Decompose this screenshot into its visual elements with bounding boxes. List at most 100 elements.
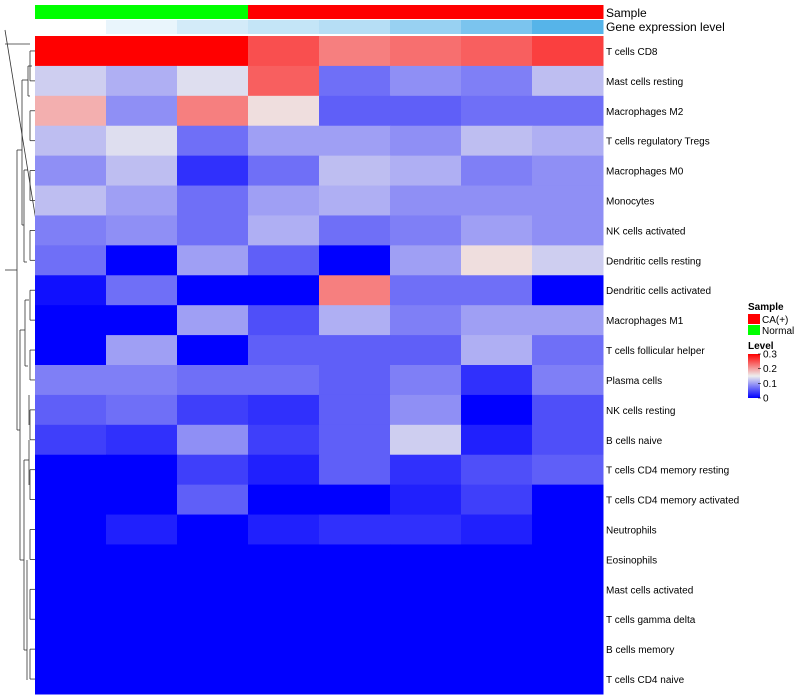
row-label: B cells memory: [606, 645, 674, 656]
sample-annotation-cell: [35, 5, 107, 19]
heatmap-cell: [461, 604, 533, 635]
row-label: Macrophages M2: [606, 107, 684, 118]
expression-annotation-cell: [390, 20, 462, 34]
heatmap-cell: [248, 634, 320, 665]
heatmap-cell: [177, 424, 249, 456]
heatmap-cell: [35, 484, 107, 516]
heatmap-cell: [177, 65, 249, 97]
heatmap-cell: [532, 574, 604, 605]
heatmap-cell: [532, 95, 604, 127]
expression-annotation-cell: [35, 20, 107, 34]
heatmap-cell: [461, 95, 533, 127]
legend-swatch-normal: [748, 325, 760, 335]
heatmap-cell: [461, 125, 533, 157]
heatmap-cell: [177, 514, 249, 545]
expression-annotation-cell: [248, 20, 320, 34]
heatmap-cell: [248, 574, 320, 605]
heatmap-cell: [390, 424, 462, 456]
sample-annotation-cell: [319, 5, 391, 19]
heatmap-cell: [35, 215, 107, 246]
heatmap-cell: [106, 335, 178, 366]
heatmap-cell: [177, 95, 249, 127]
heatmap-cell: [390, 484, 462, 516]
heatmap-cell: [106, 36, 178, 67]
heatmap-cell: [248, 394, 320, 426]
row-label: NK cells activated: [606, 226, 685, 237]
heatmap-cell: [390, 365, 462, 396]
heatmap-cell: [35, 664, 107, 695]
row-label: Eosinophils: [606, 555, 657, 566]
heatmap-cell: [177, 634, 249, 665]
heatmap-cell: [532, 424, 604, 456]
heatmap-cell: [177, 125, 249, 157]
heatmap-cell: [106, 544, 178, 575]
heatmap-cell: [35, 514, 107, 545]
sample-annotation-cell: [390, 5, 462, 19]
heatmap-cell: [461, 245, 533, 276]
heatmap-cell: [248, 424, 320, 456]
heatmap-cell: [248, 365, 320, 396]
heatmap-cell: [106, 305, 178, 336]
level-tick-label: 0: [763, 394, 769, 405]
heatmap-cell: [390, 125, 462, 157]
heatmap-cell: [106, 65, 178, 97]
heatmap-cell: [461, 664, 533, 695]
heatmap-cell: [177, 335, 249, 366]
sample-annotation-bar: [35, 5, 604, 19]
heatmap-cell: [177, 36, 249, 67]
heatmap-cell: [319, 604, 391, 635]
heatmap-cell: [106, 95, 178, 127]
heatmap-cell: [248, 664, 320, 695]
heatmap-cell: [106, 215, 178, 246]
heatmap-cell: [532, 394, 604, 426]
heatmap-cell: [106, 275, 178, 306]
row-label: T cells follicular helper: [606, 346, 705, 357]
sample-annotation-cell: [106, 5, 178, 19]
heatmap-cell: [35, 604, 107, 635]
heatmap-cell: [248, 514, 320, 545]
row-label: Macrophages M1: [606, 316, 684, 327]
heatmap-cell: [319, 664, 391, 695]
heatmap-cell: [35, 634, 107, 665]
level-legend-title: Level: [748, 341, 774, 352]
legend-label-normal: Normal: [762, 326, 794, 337]
heatmap-cell: [35, 245, 107, 276]
heatmap-cell: [532, 634, 604, 665]
heatmap-cell: [248, 65, 320, 97]
heatmap-cell: [177, 365, 249, 396]
heatmap-cell: [532, 514, 604, 545]
expression-annotation-cell: [319, 20, 391, 34]
heatmap-cell: [248, 305, 320, 336]
heatmap-cell: [35, 65, 107, 97]
heatmap-cell: [35, 36, 107, 67]
level-legend: Level 0.3 0.2 0.1 0: [748, 341, 777, 405]
heatmap-cell: [35, 424, 107, 456]
sample-legend: Sample CA(+) Normal: [748, 302, 794, 337]
row-label: T cells CD8: [606, 47, 658, 58]
heatmap-cell: [390, 245, 462, 276]
row-label: Neutrophils: [606, 526, 657, 537]
heatmap-cell: [390, 574, 462, 605]
heatmap-cell: [319, 484, 391, 516]
heatmap-cell: [106, 664, 178, 695]
heatmap-cell: [248, 484, 320, 516]
heatmap-cell: [319, 95, 391, 127]
heatmap-cell: [461, 335, 533, 366]
heatmap-cell: [461, 544, 533, 575]
heatmap-cell: [319, 65, 391, 97]
heatmap-cell: [35, 335, 107, 366]
heatmap-cell: [177, 454, 249, 486]
sample-annotation-cell: [532, 5, 604, 19]
heatmap-cell: [532, 185, 604, 216]
heatmap-cell: [319, 394, 391, 426]
heatmap-cell: [319, 215, 391, 246]
heatmap-cell: [532, 305, 604, 336]
heatmap-cell: [461, 185, 533, 216]
heatmap-cell: [177, 305, 249, 336]
heatmap-cell: [35, 365, 107, 396]
row-labels: T cells CD8 Mast cells resting Macrophages…: [606, 47, 739, 686]
heatmap-cell: [177, 394, 249, 426]
heatmap-cell: [106, 394, 178, 426]
level-tick-label: 0.1: [763, 379, 777, 390]
